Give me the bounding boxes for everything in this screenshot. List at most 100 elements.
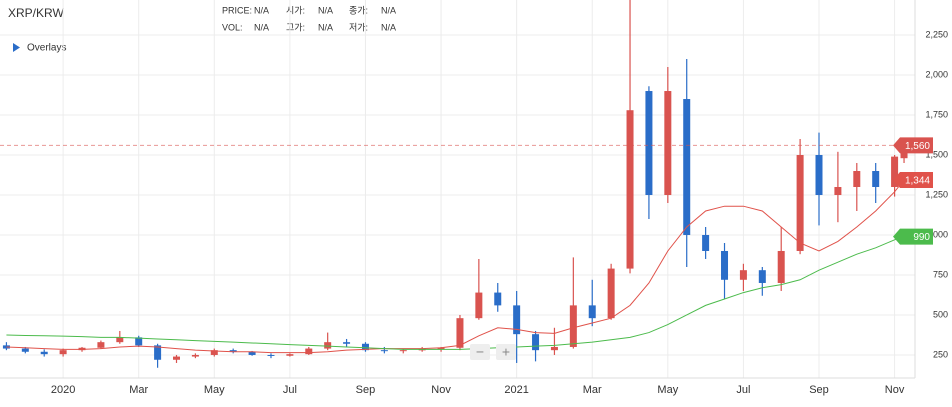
candle [343,338,351,347]
candle [286,353,294,357]
candle [494,282,502,312]
candle-body [664,91,672,195]
zoom-button[interactable]: − [470,344,490,360]
info-value: N/A [254,22,269,32]
candle-body [172,356,180,360]
candle [305,346,313,355]
moving-average-line [6,236,905,350]
candle [702,226,710,259]
candle [872,163,880,203]
candle-body [777,250,785,283]
candle [739,263,747,291]
info-value: N/A [318,5,333,15]
candle [172,354,180,363]
candle-body [305,348,313,355]
candle [97,340,105,349]
candle-body [97,342,105,348]
candle-body [891,156,899,188]
price-tag-shape [893,171,933,188]
price-tag-label: 1,560 [905,141,930,152]
candle [513,290,521,363]
zoom-button-box[interactable] [496,344,516,360]
candle-body [834,187,842,195]
y-tick-label: 1,250 [925,189,948,199]
x-tick-label: Nov [431,384,451,396]
candle-body [437,347,445,350]
candle [135,335,143,347]
info-label: VOL: [222,22,243,32]
candle-body [645,91,653,195]
x-tick-label: Sep [356,384,376,396]
info-value: N/A [318,22,333,32]
candle [229,348,237,354]
candle-body [210,350,218,355]
candle-body [758,270,766,283]
candle-body [229,350,237,352]
candle-body [456,318,464,348]
candle [2,342,10,351]
zoom-button-label[interactable]: + [502,344,510,360]
candle-body [721,250,729,280]
x-tick-label: Sep [809,384,829,396]
candle-body [2,345,10,349]
candle-body [607,268,615,319]
zoom-button[interactable]: + [496,344,516,360]
overlays-icon[interactable] [13,43,20,52]
x-tick-label: 2021 [504,384,528,396]
candle-body [815,155,823,195]
candle-body [380,350,388,352]
candle-body [702,234,710,251]
y-tick-label: 250 [933,349,948,359]
candle [475,258,483,320]
candle-body [569,305,577,347]
info-label: 시가: [286,5,305,15]
candle [626,0,634,274]
candle-body [853,171,861,188]
candle [834,151,842,223]
candle-body [739,270,747,280]
x-tick-label: May [657,384,678,396]
y-tick-label: 1,000 [925,229,948,239]
candle [645,86,653,219]
candle-body [248,351,256,355]
candle-body [683,99,691,235]
zoom-button-box[interactable] [470,344,490,360]
price-tag: 990 [893,228,933,245]
zoom-button-label[interactable]: − [476,344,484,360]
y-tick-label: 1,500 [925,149,948,159]
info-value: N/A [381,22,396,32]
candle [154,343,162,368]
price-tag: 1,560 [893,137,933,154]
candle [664,67,672,203]
candle-body [550,346,558,351]
info-value: N/A [254,5,269,15]
candle-body [796,155,804,251]
candle [361,342,369,352]
x-tick-label: Jul [736,384,750,396]
y-tick-label: 2,250 [925,29,948,39]
candle [721,242,729,299]
y-tick-label: 500 [933,309,948,319]
candle-body [532,334,540,351]
overlays-label[interactable]: Overlays [27,43,66,54]
info-value: N/A [381,5,396,15]
candle-body [154,345,162,360]
price-tag-shape [893,228,933,245]
y-tick-label: 1,750 [925,109,948,119]
overlays-toggle[interactable]: Overlays [13,43,66,54]
candle-body [40,351,48,355]
candle-body [626,110,634,269]
candle-body [191,354,199,357]
info-label: 고가: [286,22,305,32]
candle-body [324,342,332,349]
candle-body [361,343,369,351]
price-tag-shape [893,137,933,154]
candle [267,353,275,359]
candle [815,132,823,226]
price-tag-label: 990 [913,232,930,243]
candle-body [399,350,407,352]
candle [891,155,899,197]
candle [191,353,199,359]
candle-body [588,305,596,319]
